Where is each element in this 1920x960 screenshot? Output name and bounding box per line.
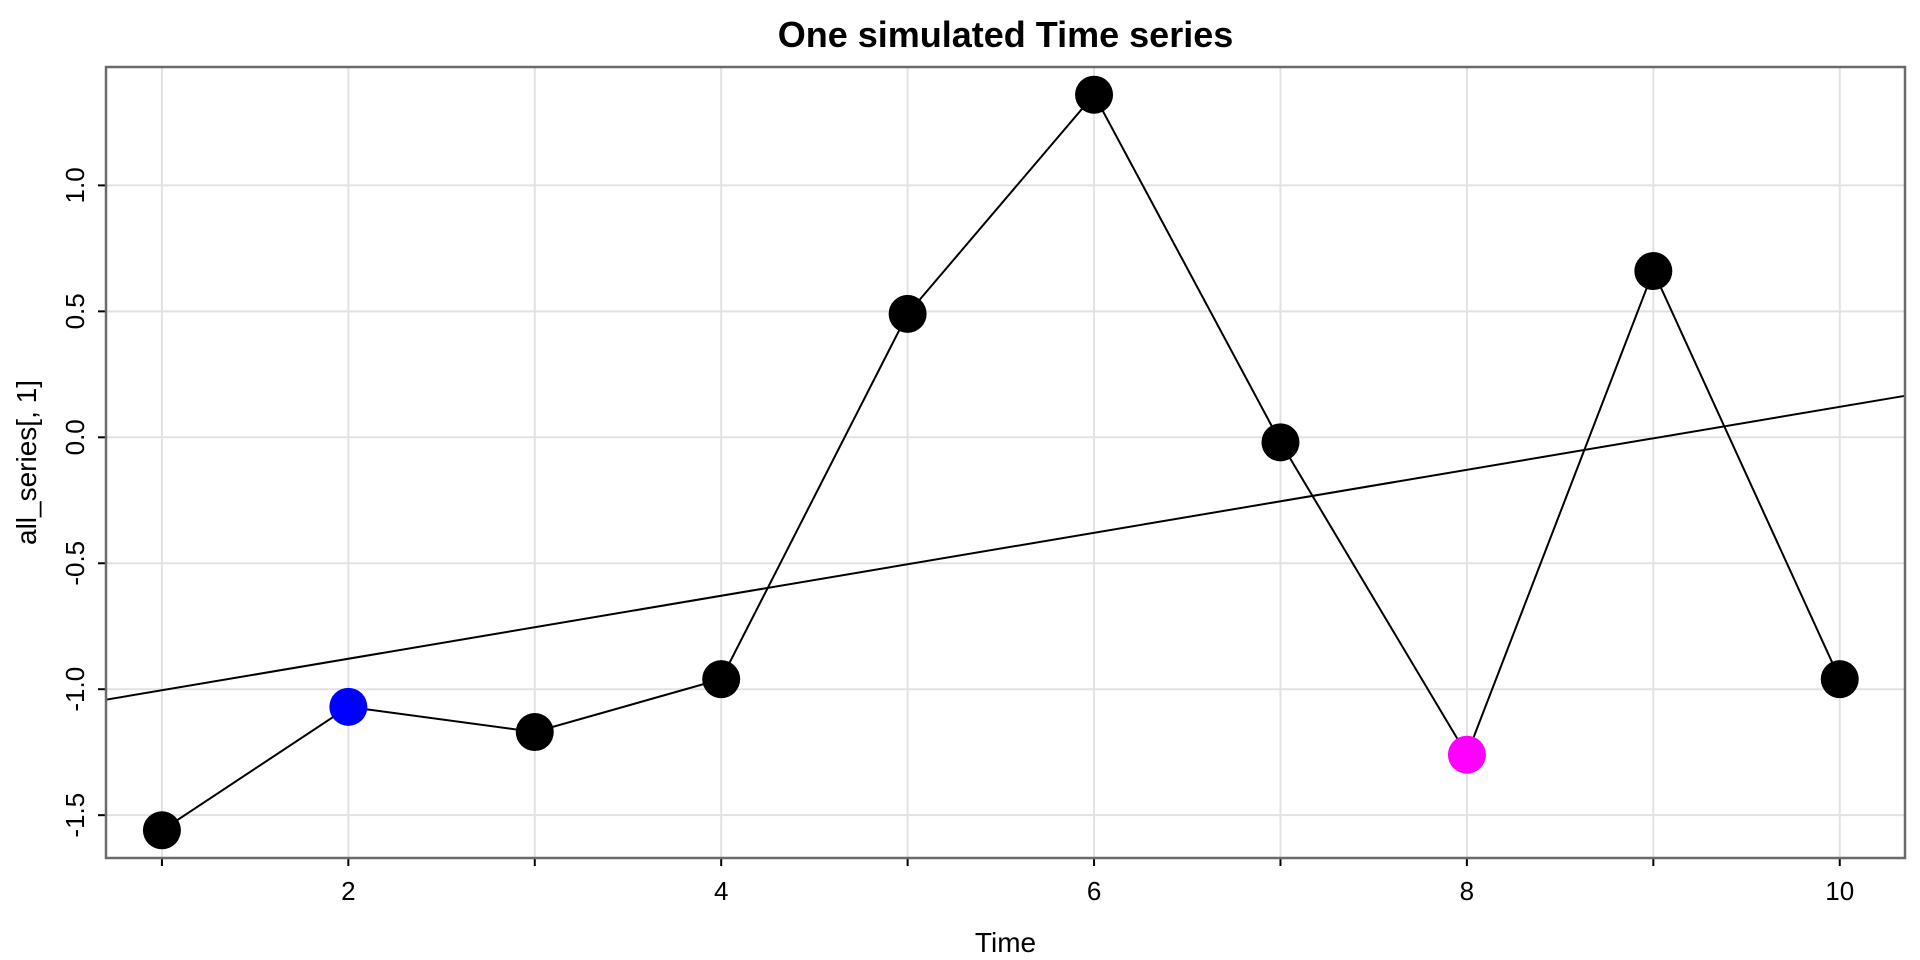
- x-tick-label: 2: [341, 876, 355, 906]
- data-point: [329, 687, 368, 726]
- data-point: [1075, 75, 1114, 114]
- y-tick-label: -0.5: [60, 541, 90, 586]
- data-point: [142, 811, 181, 850]
- series-line: [161, 92, 1841, 832]
- data-point: [1820, 660, 1859, 699]
- y-tick-label: 1.0: [60, 167, 90, 203]
- x-tick-label: 10: [1825, 876, 1854, 906]
- y-tick-label: -1.5: [60, 793, 90, 838]
- data-point: [1634, 252, 1673, 291]
- x-tick-label: 8: [1460, 876, 1474, 906]
- data-points: [142, 75, 1859, 850]
- data-point: [515, 713, 554, 752]
- plot-frame: [104, 65, 1907, 860]
- x-tick-label: 6: [1087, 876, 1101, 906]
- axis-ticks: [98, 184, 1841, 866]
- y-tick-label: 0.5: [60, 293, 90, 329]
- tick-labels: 2 4 6 8 10 -1.5 -1.0 -0.5 0.0 0.5 1.0: [60, 167, 1854, 906]
- y-axis-label: all_series[, 1]: [11, 380, 42, 545]
- data-point: [1261, 423, 1300, 462]
- y-tick-label: -1.0: [60, 667, 90, 712]
- x-tick-label: 4: [714, 876, 728, 906]
- x-axis-label: Time: [975, 927, 1036, 958]
- data-point: [888, 294, 927, 333]
- trend-line: [105, 394, 1906, 701]
- chart-title: One simulated Time series: [778, 14, 1234, 55]
- grid-lines: [106, 67, 1905, 858]
- data-point: [702, 660, 741, 699]
- data-point: [1447, 735, 1486, 774]
- y-tick-label: 0.0: [60, 419, 90, 455]
- trend-line-group: [105, 394, 1906, 701]
- series-line-group: [161, 92, 1841, 832]
